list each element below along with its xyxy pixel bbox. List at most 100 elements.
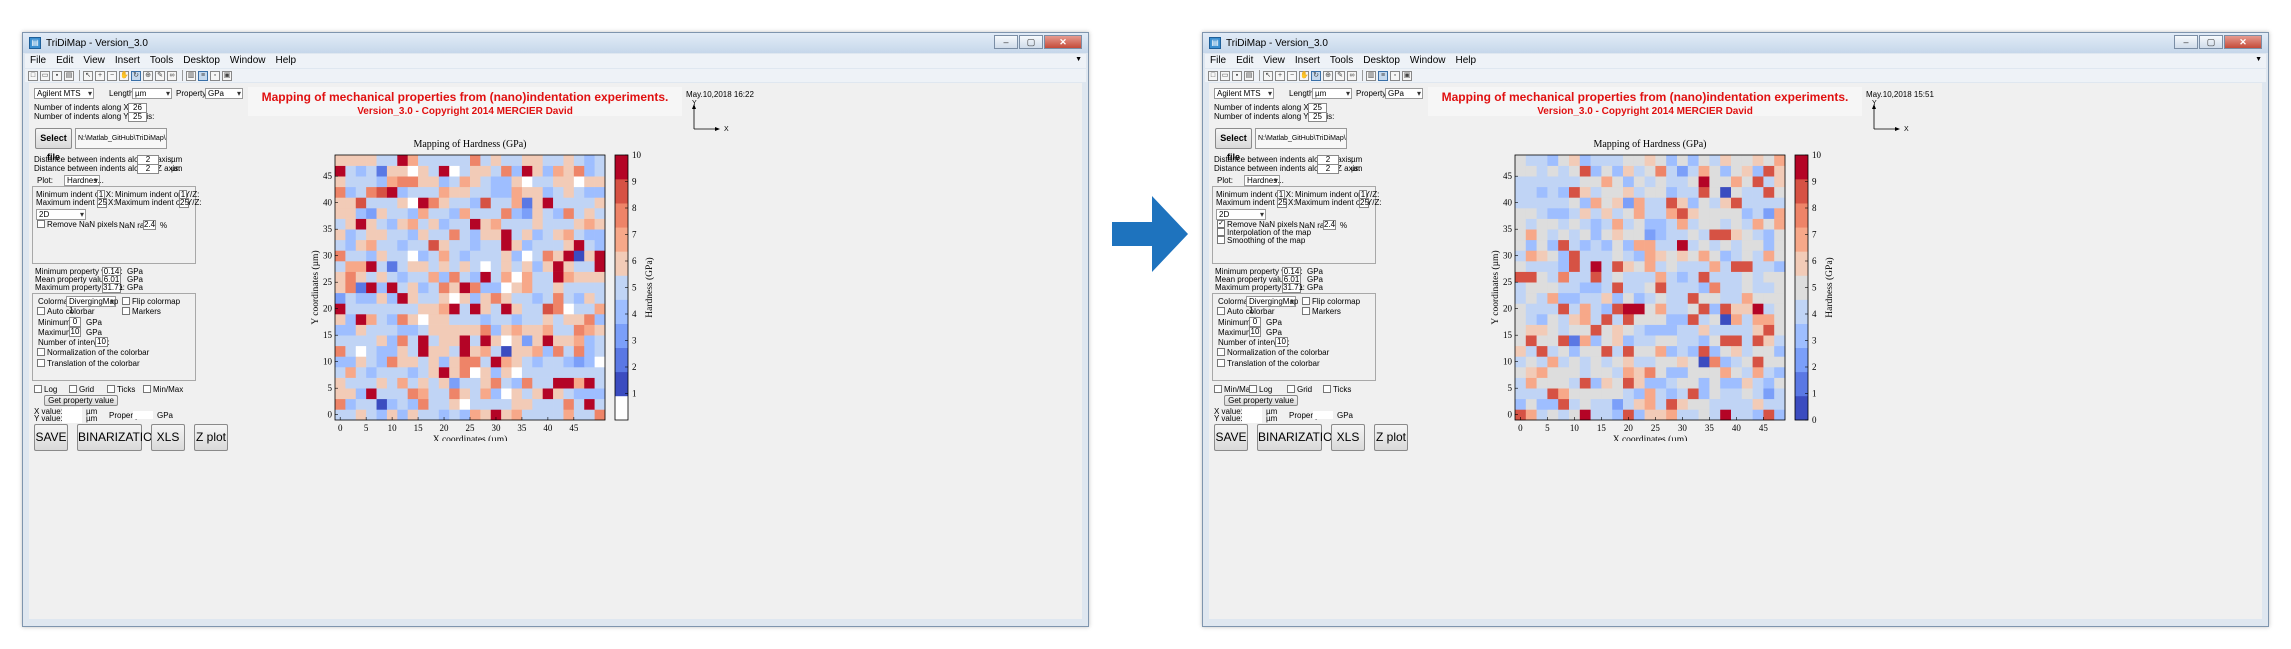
max-indent-x-field[interactable]: 25	[97, 198, 107, 208]
title-bar[interactable]: ▤ TriDiMap - Version_3.0 – ▢ ✕	[23, 33, 1088, 53]
legend-icon[interactable]: ≡	[1378, 70, 1388, 81]
minimize-button[interactable]: –	[994, 35, 1018, 49]
auto-colorbar-checkbox[interactable]	[37, 307, 45, 315]
menu-help[interactable]: Help	[1455, 55, 1477, 66]
open-file-icon[interactable]: ▭	[1220, 70, 1230, 81]
option-checkbox[interactable]	[34, 385, 42, 393]
option-checkbox[interactable]	[107, 385, 115, 393]
zoom-out-icon[interactable]: −	[107, 70, 117, 81]
instrument-dropdown[interactable]: Agilent MTS	[1214, 88, 1274, 99]
link-plot-icon[interactable]: ∞	[1347, 70, 1357, 81]
brush-icon[interactable]: ✎	[1335, 70, 1345, 81]
print-icon[interactable]: ▤	[64, 70, 74, 81]
intervals-field[interactable]: 10	[1275, 337, 1288, 347]
brush-icon[interactable]: ✎	[155, 70, 165, 81]
colorbar-icon[interactable]: ▥	[186, 70, 196, 81]
new-figure-icon[interactable]: □	[28, 70, 38, 81]
close-button[interactable]: ✕	[1044, 35, 1082, 49]
property-value-field[interactable]	[133, 411, 153, 419]
markers-checkbox[interactable]	[1302, 307, 1310, 315]
title-bar[interactable]: ▤ TriDiMap - Version_3.0 – ▢ ✕	[1203, 33, 2268, 53]
max-indent-y-field[interactable]: 25	[1359, 198, 1369, 208]
nan-option-checkbox[interactable]: ✓	[1217, 220, 1225, 228]
menu-file[interactable]: File	[1210, 55, 1227, 66]
get-property-value-button[interactable]: Get property value	[44, 395, 118, 406]
option-checkbox[interactable]	[1323, 385, 1331, 393]
select-file-button[interactable]: Select file	[35, 128, 72, 162]
nan-option-checkbox[interactable]	[1217, 228, 1225, 236]
minimize-button[interactable]: –	[2174, 35, 2198, 49]
data-cursor-icon[interactable]: ⊕	[143, 70, 153, 81]
option-checkbox[interactable]	[69, 385, 77, 393]
nan-option-checkbox[interactable]	[1217, 236, 1225, 244]
open-file-icon[interactable]: ▭	[40, 70, 50, 81]
hide-plot-tools-icon[interactable]: ▫	[1390, 70, 1400, 81]
maximize-button[interactable]: ▢	[1019, 35, 1043, 49]
instrument-dropdown[interactable]: Agilent MTS	[34, 88, 94, 99]
pan-icon[interactable]: ✋	[119, 70, 129, 81]
menu-tools[interactable]: Tools	[1329, 55, 1354, 66]
plot-type-dropdown[interactable]: Hardnes...	[1244, 175, 1284, 186]
flip-colormap-checkbox[interactable]	[122, 297, 130, 305]
get-property-value-button[interactable]: Get property value	[1224, 395, 1298, 406]
menu-desktop[interactable]: Desktop	[1363, 55, 1400, 66]
dimension-dropdown[interactable]: 2D	[36, 209, 86, 220]
length-unit-dropdown[interactable]: µm	[132, 88, 172, 99]
colormap-dropdown[interactable]: DivergingMap 1	[66, 296, 118, 315]
edit-plot-icon[interactable]: ↖	[1263, 70, 1273, 81]
menu-window[interactable]: Window	[229, 55, 266, 66]
intervals-field[interactable]: 10	[95, 337, 108, 347]
maximize-button[interactable]: ▢	[2199, 35, 2223, 49]
print-icon[interactable]: ▤	[1244, 70, 1254, 81]
dist-y-field[interactable]: 2	[137, 164, 159, 174]
z-plot-button[interactable]: Z plot	[194, 424, 228, 451]
nan-option-checkbox[interactable]	[37, 220, 45, 228]
max-indent-y-field[interactable]: 25	[179, 198, 189, 208]
x-value-field[interactable]	[62, 407, 82, 415]
new-figure-icon[interactable]: □	[1208, 70, 1218, 81]
menu-window[interactable]: Window	[1409, 55, 1446, 66]
n-indents-y-field[interactable]: 25	[128, 112, 147, 122]
link-plot-icon[interactable]: ∞	[167, 70, 177, 81]
hide-plot-tools-icon[interactable]: ▫	[210, 70, 220, 81]
auto-colorbar-checkbox[interactable]	[1217, 307, 1225, 315]
zoom-in-icon[interactable]: +	[95, 70, 105, 81]
y-value-field[interactable]	[62, 415, 82, 423]
property-unit-dropdown[interactable]: GPa	[205, 88, 243, 99]
pan-icon[interactable]: ✋	[1299, 70, 1309, 81]
save-button[interactable]: SAVE	[34, 424, 68, 451]
normalization-checkbox[interactable]	[37, 348, 45, 356]
rotate-3d-icon[interactable]: ↻	[1311, 70, 1321, 81]
show-plot-tools-icon[interactable]: ▣	[1402, 70, 1412, 81]
binarization-button[interactable]: BINARIZATION	[1257, 424, 1341, 451]
menu-view[interactable]: View	[83, 55, 105, 66]
property-value-field[interactable]	[1313, 411, 1333, 419]
xls-button[interactable]: XLS	[1331, 424, 1365, 451]
menu-file[interactable]: File	[30, 55, 47, 66]
maximum-field[interactable]: 10	[1249, 327, 1261, 337]
select-file-button[interactable]: Select file	[1215, 128, 1252, 162]
max-indent-x-field[interactable]: 25	[1277, 198, 1287, 208]
binarization-button[interactable]: BINARIZATION	[77, 424, 161, 451]
minimum-field[interactable]: 0	[69, 317, 81, 327]
hardness-map-plot[interactable]: 0 5 10 15 20 25 30 35 40 45051015202530354045Mapp…	[1489, 125, 1849, 441]
normalization-checkbox[interactable]	[1217, 348, 1225, 356]
option-checkbox[interactable]	[1214, 385, 1222, 393]
z-plot-button[interactable]: Z plot	[1374, 424, 1408, 451]
maximum-field[interactable]: 10	[69, 327, 81, 337]
menu-insert[interactable]: Insert	[1294, 55, 1320, 66]
save-button[interactable]: SAVE	[1214, 424, 1248, 451]
menu-tools[interactable]: Tools	[149, 55, 174, 66]
y-value-field[interactable]	[1242, 415, 1262, 423]
data-cursor-icon[interactable]: ⊕	[1323, 70, 1333, 81]
xls-button[interactable]: XLS	[151, 424, 185, 451]
menu-edit[interactable]: Edit	[1236, 55, 1254, 66]
flip-colormap-checkbox[interactable]	[1302, 297, 1310, 305]
minimum-field[interactable]: 0	[1249, 317, 1261, 327]
n-indents-y-field[interactable]: 25	[1308, 112, 1327, 122]
show-plot-tools-icon[interactable]: ▣	[222, 70, 232, 81]
translation-checkbox[interactable]	[37, 359, 45, 367]
translation-checkbox[interactable]	[1217, 359, 1225, 367]
dist-y-field[interactable]: 2	[1317, 164, 1339, 174]
zoom-in-icon[interactable]: +	[1275, 70, 1285, 81]
